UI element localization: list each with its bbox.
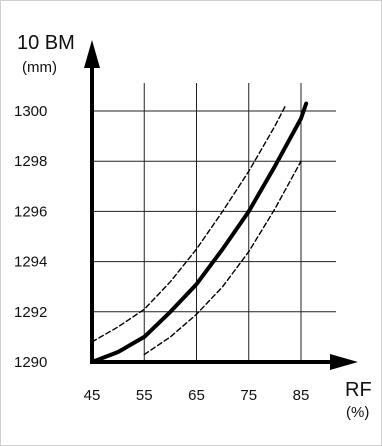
grid [92, 83, 336, 362]
y-axis-arrow [84, 40, 100, 68]
y-axis-unit: (mm) [22, 59, 57, 76]
x-tick-label-45: 45 [84, 387, 101, 404]
x-tick-labels: 45 55 65 75 85 [84, 387, 310, 404]
x-axis-label: RF [345, 379, 372, 401]
dashed-curve-1 [91, 105, 286, 343]
x-axis-unit: (%) [346, 404, 369, 421]
x-tick-label-85: 85 [293, 387, 310, 404]
x-tick-label-55: 55 [136, 387, 153, 404]
dashed-curve-2 [143, 160, 302, 356]
x-axis-arrow [330, 354, 358, 370]
y-tick-label-1294: 1294 [14, 254, 47, 271]
y-tick-label-1290: 1290 [14, 354, 47, 371]
y-tick-label-1292: 1292 [14, 304, 47, 321]
x-tick-label-75: 75 [240, 387, 257, 404]
curves [90, 101, 309, 364]
y-tick-labels: 1290 1292 1294 1296 1298 1300 [14, 103, 47, 371]
y-tick-label-1296: 1296 [14, 203, 47, 220]
main-curve-0 [90, 101, 309, 364]
y-tick-label-1300: 1300 [14, 103, 47, 120]
y-axis-label: 10 BM [17, 32, 75, 54]
x-tick-label-65: 65 [188, 387, 205, 404]
y-tick-label-1298: 1298 [14, 153, 47, 170]
axes [84, 40, 358, 370]
